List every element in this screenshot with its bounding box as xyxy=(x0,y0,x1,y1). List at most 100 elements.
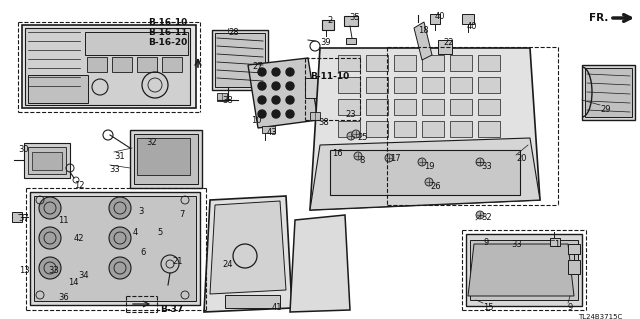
Bar xyxy=(30,192,200,305)
Bar xyxy=(330,150,520,195)
Circle shape xyxy=(286,96,294,104)
Bar xyxy=(394,99,416,115)
Text: 18: 18 xyxy=(418,26,429,35)
Circle shape xyxy=(109,257,131,279)
Bar xyxy=(366,99,388,115)
Polygon shape xyxy=(310,138,540,210)
Bar xyxy=(112,57,132,72)
Bar xyxy=(394,77,416,93)
Circle shape xyxy=(109,197,131,219)
Text: 12: 12 xyxy=(74,181,84,190)
Text: 5: 5 xyxy=(157,228,163,237)
Circle shape xyxy=(352,130,360,138)
Text: 40: 40 xyxy=(435,12,445,21)
Circle shape xyxy=(109,227,131,249)
Text: 21: 21 xyxy=(172,257,182,266)
Bar xyxy=(137,57,157,72)
Text: 32: 32 xyxy=(146,138,157,147)
Bar xyxy=(130,130,202,188)
Bar xyxy=(430,14,440,24)
Circle shape xyxy=(258,96,266,104)
Bar xyxy=(394,121,416,137)
Bar xyxy=(450,55,472,71)
Polygon shape xyxy=(290,215,350,312)
Text: 28: 28 xyxy=(228,28,239,37)
Text: 34: 34 xyxy=(78,271,88,280)
Text: FR.: FR. xyxy=(589,13,608,23)
Circle shape xyxy=(39,227,61,249)
Circle shape xyxy=(39,257,61,279)
Bar xyxy=(34,196,196,301)
Bar xyxy=(338,77,360,93)
Text: 36: 36 xyxy=(58,293,68,302)
Circle shape xyxy=(425,178,433,186)
Text: 6: 6 xyxy=(140,248,145,257)
Bar xyxy=(338,99,360,115)
Text: 31: 31 xyxy=(114,152,125,161)
Bar xyxy=(28,147,66,174)
Text: 20: 20 xyxy=(516,154,527,163)
Text: 42: 42 xyxy=(74,234,84,243)
Text: 33: 33 xyxy=(511,240,522,249)
Circle shape xyxy=(286,82,294,90)
Text: 33: 33 xyxy=(48,266,59,275)
Circle shape xyxy=(272,68,280,76)
Bar xyxy=(32,152,62,170)
Polygon shape xyxy=(204,196,292,312)
Circle shape xyxy=(258,110,266,118)
Text: B-11-10: B-11-10 xyxy=(310,72,349,81)
Bar xyxy=(225,295,280,308)
Text: 32: 32 xyxy=(481,213,492,222)
Bar xyxy=(450,77,472,93)
Text: 27: 27 xyxy=(252,62,262,71)
Text: TL24B3715C: TL24B3715C xyxy=(578,314,622,319)
Bar xyxy=(582,65,635,120)
Bar xyxy=(422,121,444,137)
Bar xyxy=(87,57,107,72)
Bar xyxy=(422,99,444,115)
Circle shape xyxy=(347,132,355,140)
Text: 33: 33 xyxy=(109,165,120,174)
Text: 9: 9 xyxy=(483,238,488,247)
Text: B-16-20: B-16-20 xyxy=(148,38,188,47)
Circle shape xyxy=(258,68,266,76)
Bar xyxy=(12,212,22,222)
Circle shape xyxy=(476,158,484,166)
Text: B-16-10: B-16-10 xyxy=(148,18,188,27)
Bar xyxy=(28,75,88,103)
Text: 33: 33 xyxy=(481,162,492,171)
Text: 14: 14 xyxy=(68,278,79,287)
Bar xyxy=(322,20,334,30)
Text: 43: 43 xyxy=(267,128,278,137)
Circle shape xyxy=(272,110,280,118)
Bar xyxy=(478,77,500,93)
Bar xyxy=(550,238,560,246)
Circle shape xyxy=(476,211,484,219)
Text: 22: 22 xyxy=(443,38,454,47)
Bar xyxy=(466,234,582,306)
Bar xyxy=(478,55,500,71)
Text: 13: 13 xyxy=(19,266,29,275)
Text: 8: 8 xyxy=(359,156,364,165)
Bar xyxy=(462,14,474,24)
Bar xyxy=(22,25,196,108)
Bar xyxy=(344,16,358,26)
Bar xyxy=(137,138,190,175)
Text: 37: 37 xyxy=(18,214,29,223)
Text: 3: 3 xyxy=(138,207,143,216)
Bar xyxy=(478,121,500,137)
Text: 23: 23 xyxy=(345,110,356,119)
Bar xyxy=(470,240,578,300)
Text: 1: 1 xyxy=(554,240,559,249)
Text: 30: 30 xyxy=(18,145,29,154)
Text: 40: 40 xyxy=(467,22,477,31)
Polygon shape xyxy=(210,201,286,294)
Bar xyxy=(85,32,188,55)
Bar xyxy=(422,77,444,93)
Text: 2: 2 xyxy=(327,16,332,25)
Text: 29: 29 xyxy=(600,105,611,114)
Bar xyxy=(366,77,388,93)
Text: 39: 39 xyxy=(320,38,331,47)
Text: 15: 15 xyxy=(483,303,493,312)
Bar xyxy=(450,121,472,137)
